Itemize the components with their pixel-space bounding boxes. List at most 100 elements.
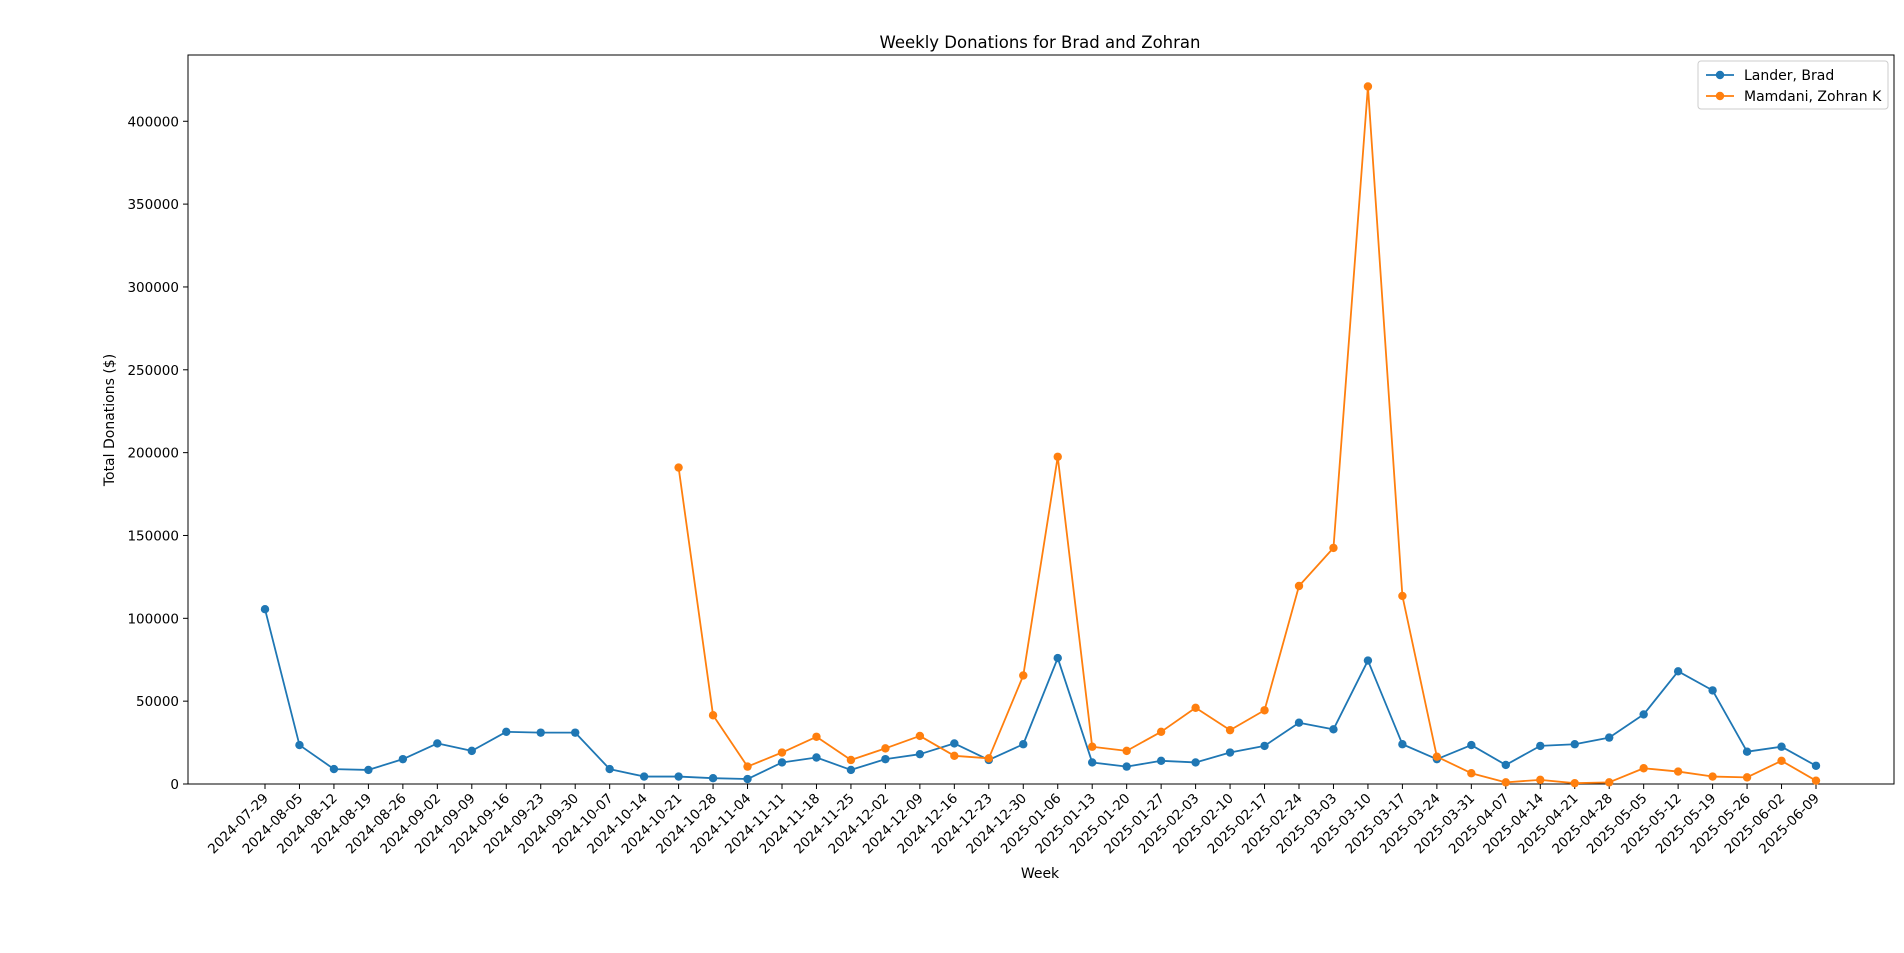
data-point bbox=[950, 739, 959, 748]
data-point bbox=[1501, 760, 1511, 770]
data-point bbox=[1260, 706, 1269, 715]
data-point bbox=[1156, 756, 1166, 766]
data-point bbox=[398, 754, 408, 764]
data-point bbox=[881, 744, 890, 753]
data-point bbox=[605, 764, 614, 774]
data-point bbox=[1122, 746, 1131, 756]
y-tick-label: 150000 bbox=[127, 528, 179, 544]
data-point bbox=[1363, 656, 1373, 665]
data-point bbox=[467, 746, 476, 756]
y-tick-label: 350000 bbox=[127, 197, 179, 213]
data-point bbox=[295, 740, 304, 750]
data-point bbox=[1536, 775, 1545, 785]
data-point bbox=[984, 754, 993, 763]
x-axis-title: Week bbox=[1021, 866, 1060, 882]
series-line bbox=[677, 85, 1817, 785]
data-point bbox=[1467, 769, 1476, 778]
data-point bbox=[1570, 778, 1579, 788]
data-point bbox=[846, 765, 856, 775]
data-point bbox=[674, 463, 683, 472]
data-point bbox=[915, 731, 925, 741]
legend-marker bbox=[1715, 91, 1725, 101]
plot-area bbox=[187, 54, 1895, 785]
data-point bbox=[433, 739, 442, 748]
legend: Lander, Brad Mamdani, Zohran K bbox=[1697, 60, 1889, 110]
data-point bbox=[1811, 761, 1821, 770]
data-point bbox=[1019, 671, 1028, 680]
data-point bbox=[1742, 747, 1752, 756]
data-point bbox=[1673, 767, 1683, 776]
data-point bbox=[502, 727, 511, 737]
data-point bbox=[571, 728, 580, 737]
data-point bbox=[777, 748, 787, 757]
data-point bbox=[1053, 452, 1062, 461]
data-point bbox=[536, 728, 545, 737]
data-point bbox=[1053, 653, 1062, 663]
data-point bbox=[639, 772, 649, 781]
x-axis: 2024-07-292024-08-052024-08-122024-08-19… bbox=[205, 784, 1823, 857]
data-point bbox=[1708, 686, 1717, 695]
data-point bbox=[915, 749, 925, 759]
data-point bbox=[329, 764, 339, 774]
data-point bbox=[1432, 752, 1442, 761]
chart-title: Weekly Donations for Brad and Zohran bbox=[880, 33, 1201, 52]
data-point bbox=[1329, 543, 1338, 553]
data-point bbox=[1742, 773, 1752, 782]
data-point bbox=[1501, 778, 1511, 787]
data-point bbox=[364, 765, 373, 775]
data-point bbox=[708, 711, 718, 720]
data-point bbox=[846, 755, 856, 765]
data-point bbox=[743, 762, 752, 771]
data-point bbox=[812, 732, 821, 741]
y-tick-label: 0 bbox=[170, 777, 179, 793]
data-point bbox=[1605, 778, 1614, 787]
data-point bbox=[1605, 733, 1614, 742]
series-2 bbox=[674, 82, 1821, 788]
data-point bbox=[777, 758, 787, 767]
legend-box bbox=[1697, 60, 1889, 110]
data-point bbox=[260, 605, 270, 614]
y-tick-label: 50000 bbox=[136, 694, 179, 710]
legend-label: Mamdani, Zohran K bbox=[1744, 89, 1882, 105]
data-point bbox=[1363, 82, 1373, 91]
data-point bbox=[1260, 741, 1269, 751]
y-axis-title: Total Donations ($) bbox=[102, 354, 118, 487]
data-point bbox=[812, 753, 821, 762]
data-point bbox=[1294, 718, 1304, 727]
y-tick-label: 300000 bbox=[127, 280, 179, 296]
data-point bbox=[1156, 727, 1166, 737]
data-point bbox=[1294, 581, 1304, 591]
y-tick-label: 250000 bbox=[127, 363, 179, 379]
plot-frame bbox=[187, 54, 1895, 785]
data-point bbox=[1122, 762, 1131, 771]
data-point bbox=[1467, 740, 1476, 750]
data-point bbox=[674, 772, 683, 781]
data-point bbox=[1777, 742, 1786, 751]
data-point bbox=[1639, 710, 1648, 719]
data-point bbox=[743, 774, 752, 784]
data-point bbox=[881, 754, 890, 764]
data-point bbox=[1570, 740, 1579, 749]
legend-marker bbox=[1715, 70, 1725, 80]
data-point bbox=[1398, 591, 1407, 601]
y-tick-label: 100000 bbox=[127, 611, 179, 627]
legend-label: Lander, Brad bbox=[1744, 68, 1834, 84]
y-tick-label: 400000 bbox=[127, 114, 179, 130]
data-point bbox=[1639, 764, 1648, 773]
data-point bbox=[708, 774, 718, 783]
data-point bbox=[1777, 756, 1786, 766]
data-point bbox=[1329, 725, 1338, 734]
y-axis: 0 50000 100000 150000 200000 250000 300000 3500… bbox=[127, 114, 188, 793]
data-point bbox=[1708, 772, 1717, 781]
data-point bbox=[1673, 667, 1683, 676]
data-point bbox=[1811, 776, 1821, 785]
data-point bbox=[1191, 758, 1200, 767]
series-line bbox=[264, 608, 1817, 780]
data-point bbox=[1191, 703, 1200, 712]
series-layer bbox=[260, 82, 1821, 788]
data-point bbox=[1225, 748, 1235, 757]
data-point bbox=[1536, 741, 1545, 751]
y-tick-label: 200000 bbox=[127, 446, 179, 462]
data-point bbox=[1088, 758, 1097, 767]
